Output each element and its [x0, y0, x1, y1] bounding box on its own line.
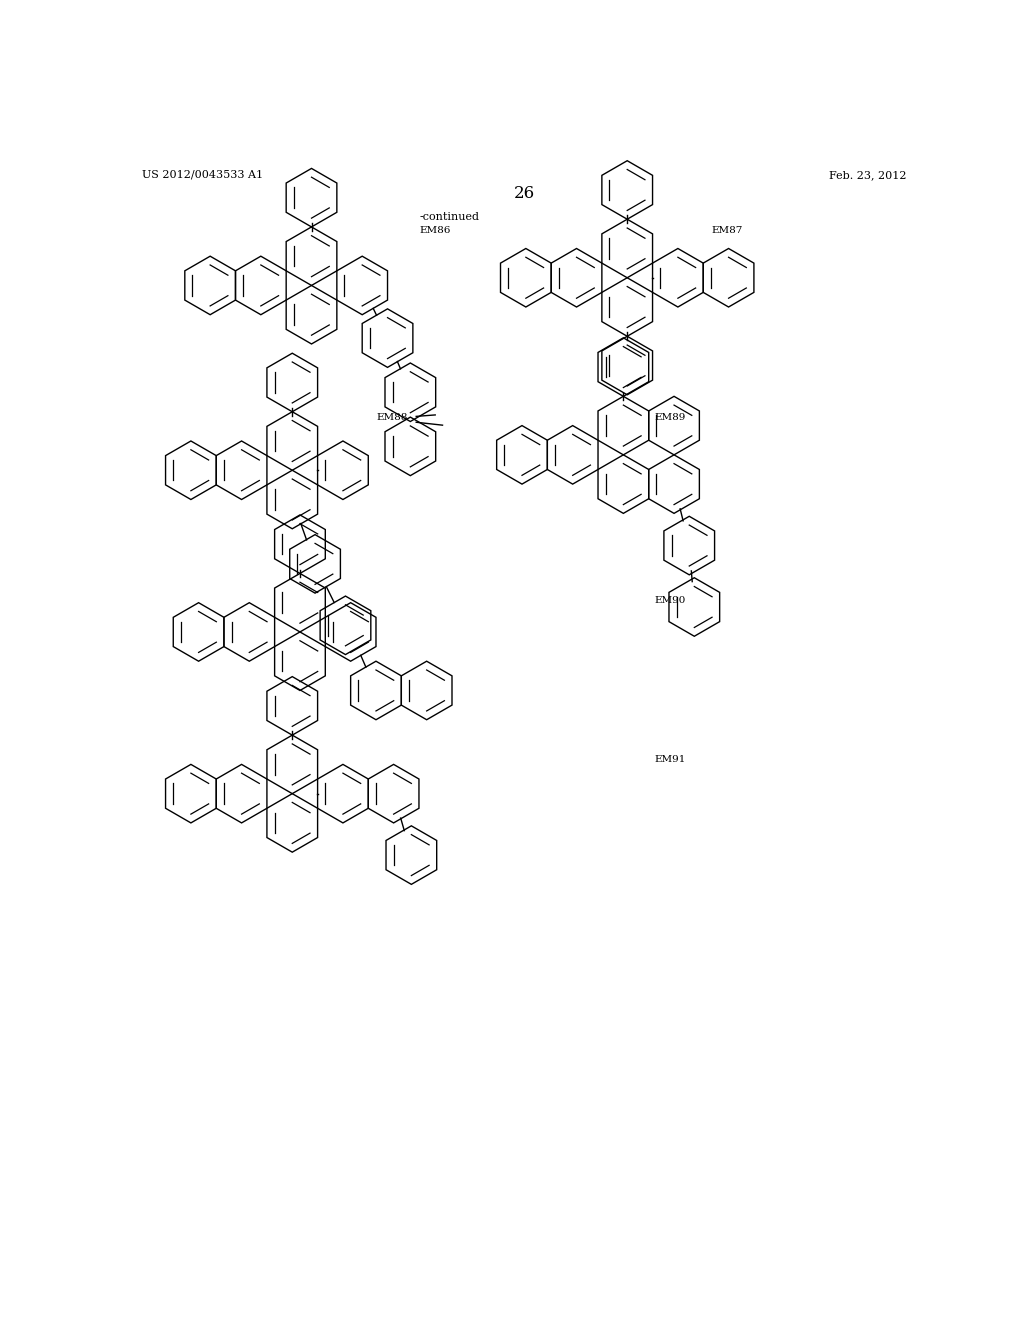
- Text: EM90: EM90: [654, 595, 685, 605]
- Text: Feb. 23, 2012: Feb. 23, 2012: [829, 170, 906, 180]
- Text: -continued: -continued: [419, 213, 479, 222]
- Text: EM91: EM91: [654, 755, 685, 764]
- Text: EM87: EM87: [712, 226, 743, 235]
- Text: EM88: EM88: [377, 413, 409, 421]
- Text: EM89: EM89: [654, 413, 685, 421]
- Text: US 2012/0043533 A1: US 2012/0043533 A1: [142, 170, 263, 180]
- Text: 26: 26: [514, 185, 536, 202]
- Text: EM86: EM86: [419, 226, 451, 235]
